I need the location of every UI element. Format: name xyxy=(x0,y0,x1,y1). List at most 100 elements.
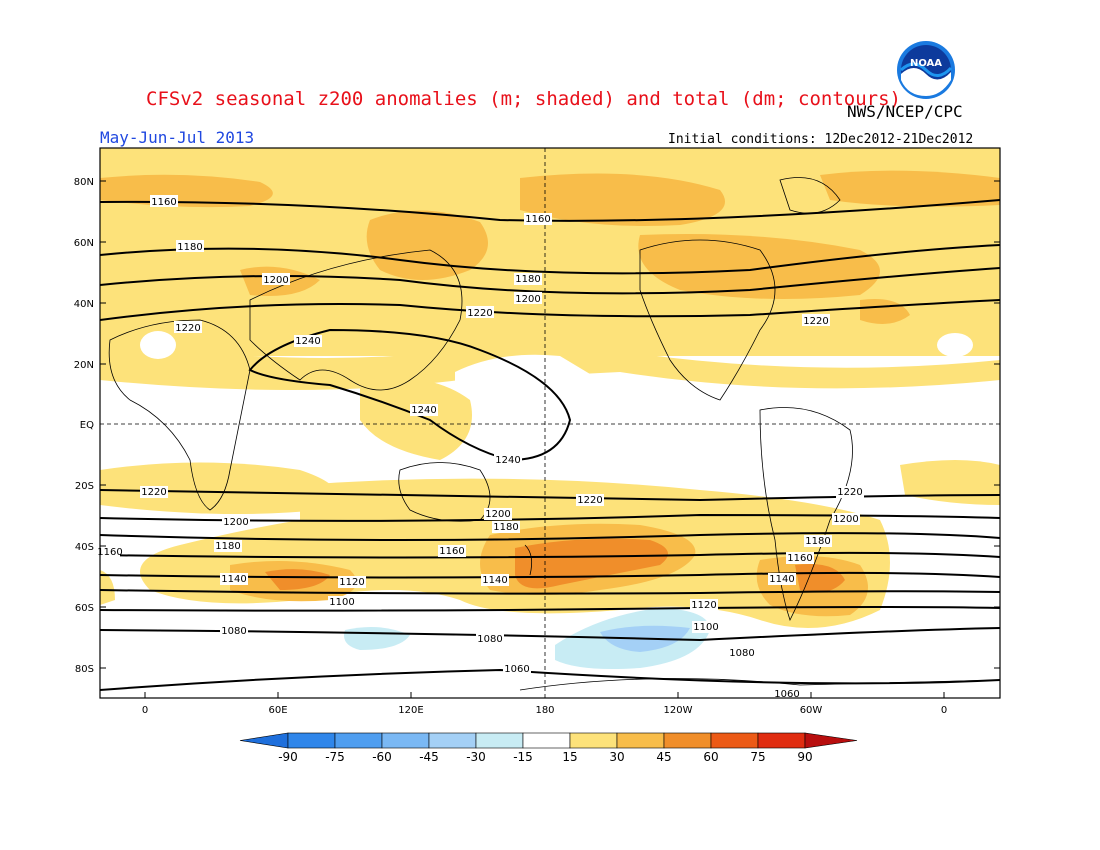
colorbar-arrow-left xyxy=(239,732,289,749)
contour-label: 1180 xyxy=(177,242,202,253)
colorbar-tick-label: -90 xyxy=(278,750,298,764)
shade-nh-orange xyxy=(100,174,273,208)
lat-label: 60S xyxy=(75,603,94,614)
lon-label: 120W xyxy=(664,705,693,716)
contour-label: 1160 xyxy=(97,547,122,558)
colorbar-tick-label: -15 xyxy=(513,750,533,764)
contour-1060 xyxy=(100,668,1000,691)
shade-nh-orange xyxy=(520,173,725,226)
shade-sh-deep xyxy=(265,569,330,590)
contour-1140 xyxy=(100,571,1000,579)
shade-sh-yellow xyxy=(100,570,115,605)
colorbar-tick-label: -30 xyxy=(466,750,486,764)
contour-label: 1100 xyxy=(693,622,718,633)
contour-label: 1060 xyxy=(774,689,799,700)
lon-label: 180 xyxy=(535,705,554,716)
colorbar-segment xyxy=(569,732,618,749)
contour-label: 1220 xyxy=(175,323,200,334)
colorbar-segment xyxy=(381,732,430,749)
colorbar-tick-label: 60 xyxy=(703,750,718,764)
lat-label: 40S xyxy=(75,542,94,553)
coast-north-america xyxy=(639,239,776,401)
contour-1180-north xyxy=(100,244,1000,275)
contour-1200-south xyxy=(100,513,1000,522)
contour-label: 1140 xyxy=(482,575,507,586)
shade-gap xyxy=(937,333,973,357)
contour-1160-south xyxy=(100,551,1000,559)
coast-asia xyxy=(249,249,463,391)
colorbar-tick-label: -75 xyxy=(325,750,345,764)
colorbar-segment xyxy=(710,732,759,749)
colorbar-tick-label: -45 xyxy=(419,750,439,764)
lat-label: 80N xyxy=(74,177,94,188)
shade-tropics-patch xyxy=(360,377,472,460)
contour-label: 1060 xyxy=(504,664,529,675)
contour-label: 1240 xyxy=(295,336,320,347)
contour-label: 1200 xyxy=(515,294,540,305)
contour-label: 1180 xyxy=(215,541,240,552)
contour-1120 xyxy=(100,589,1000,595)
colorbar-segment xyxy=(616,732,665,749)
contour-label: 1220 xyxy=(803,316,828,327)
contour-label: 1200 xyxy=(485,509,510,520)
colorbar-tick-label: 30 xyxy=(609,750,624,764)
colorbar-tick-label: -60 xyxy=(372,750,392,764)
colorbar-segment xyxy=(522,732,571,749)
contour-label: 1080 xyxy=(729,648,754,659)
contour-label: 1140 xyxy=(769,574,794,585)
logo-text: NOAA xyxy=(910,58,942,69)
lon-axis: 0 60E 120E 180 120W 60W 0 xyxy=(142,705,947,716)
contour-1240 xyxy=(248,328,572,462)
map-frame xyxy=(99,147,1001,699)
contour-label: 1080 xyxy=(477,634,502,645)
shade-gap xyxy=(455,354,600,400)
contour-label: 1200 xyxy=(833,514,858,525)
shade-sh-yellow xyxy=(100,462,336,514)
chart-title: CFSv2 seasonal z200 anomalies (m; shaded… xyxy=(146,88,901,110)
colorbar-arrow-right xyxy=(804,732,858,749)
contour-label: 1140 xyxy=(221,574,246,585)
contour-label: 1220 xyxy=(141,487,166,498)
contour-label: 1180 xyxy=(515,274,540,285)
colorbar-segment xyxy=(428,732,477,749)
anomaly-shading xyxy=(100,148,1000,698)
lat-label: 40N xyxy=(74,299,94,310)
contour-label: 1160 xyxy=(787,553,812,564)
shade-nh-orange xyxy=(366,210,488,280)
noaa-logo: NOAA xyxy=(896,40,956,100)
lat-label: EQ xyxy=(80,420,94,431)
lat-label: 20S xyxy=(75,481,94,492)
contour-label: 1220 xyxy=(837,487,862,498)
lon-label: 120E xyxy=(398,705,423,716)
contour-1080 xyxy=(100,627,1000,642)
contour-label: 1120 xyxy=(339,577,364,588)
colorbar-segment xyxy=(663,732,712,749)
initial-conditions: Initial conditions: 12Dec2012-21Dec2012 xyxy=(668,132,974,147)
lon-label: 60E xyxy=(268,705,287,716)
contour-label: 1120 xyxy=(691,600,716,611)
coast-africa xyxy=(108,319,251,511)
contour-label: 1220 xyxy=(577,495,602,506)
colorbar: -90 -75 -60 -45 -30 -15 15 30 45 60 75 90 xyxy=(239,732,858,764)
contour-label: 1080 xyxy=(221,626,246,637)
contour-label: 1100 xyxy=(329,597,354,608)
lat-ticks xyxy=(100,180,1000,698)
forecast-period: May-Jun-Jul 2013 xyxy=(100,128,255,147)
contour-1200-north xyxy=(100,267,1000,295)
contour-label: 1220 xyxy=(467,308,492,319)
contour-1220-north xyxy=(100,299,1000,321)
lat-axis: 80N 60N 40N 20N EQ 20S 40S 60S 80S xyxy=(74,177,94,675)
contour-label: 1240 xyxy=(495,455,520,466)
contour-1220-south xyxy=(100,489,1000,502)
colorbar-segment xyxy=(757,732,806,749)
lon-label: 60W xyxy=(800,705,823,716)
contour-label: 1240 xyxy=(411,405,436,416)
colorbar-segment xyxy=(334,732,383,749)
agency-label: NWS/NCEP/CPC xyxy=(847,102,963,121)
colorbar-segment xyxy=(475,732,524,749)
lat-label: 60N xyxy=(74,238,94,249)
contour-1180-south xyxy=(100,532,1000,541)
lon-label: 0 xyxy=(142,705,148,716)
shade-sh-deep xyxy=(795,564,845,593)
